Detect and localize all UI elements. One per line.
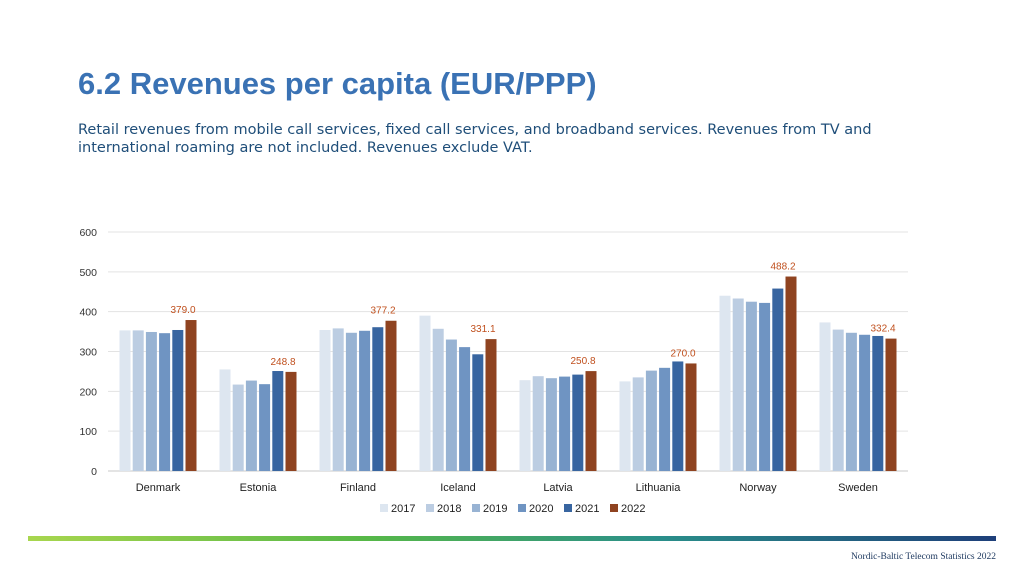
bar xyxy=(459,347,471,471)
bar xyxy=(132,330,144,471)
legend-swatch xyxy=(610,504,618,512)
bar xyxy=(272,371,284,471)
x-tick-label: Sweden xyxy=(838,482,878,494)
bar xyxy=(532,376,544,471)
bar xyxy=(345,332,357,471)
y-tick-label: 500 xyxy=(79,267,97,279)
bar xyxy=(485,339,497,471)
x-tick-label: Finland xyxy=(340,482,376,494)
bar xyxy=(872,335,884,471)
y-tick-label: 200 xyxy=(79,386,97,398)
bar xyxy=(659,367,671,471)
footer-gradient-line xyxy=(28,536,996,541)
x-tick-label: Norway xyxy=(739,482,777,494)
data-label: 331.1 xyxy=(470,324,495,335)
bar xyxy=(119,330,131,471)
bar xyxy=(745,301,757,471)
bar xyxy=(719,295,731,471)
bar xyxy=(245,380,257,471)
bar xyxy=(785,276,797,471)
bar xyxy=(472,354,484,471)
bar xyxy=(172,329,184,471)
page-subtitle: Retail revenues from mobile call service… xyxy=(78,122,872,156)
y-tick-label: 300 xyxy=(79,347,97,359)
data-label: 332.4 xyxy=(870,324,895,335)
bar xyxy=(559,376,571,471)
bar xyxy=(885,338,897,471)
footer-caption: Nordic-Baltic Telecom Statistics 2022 xyxy=(850,552,996,562)
y-tick-label: 0 xyxy=(91,466,97,478)
bar xyxy=(519,380,531,471)
data-label: 248.8 xyxy=(270,357,295,368)
x-tick-label: Denmark xyxy=(136,482,181,494)
bar xyxy=(545,378,557,471)
bar xyxy=(372,327,384,471)
bar xyxy=(672,361,684,471)
legend-label: 2021 xyxy=(575,503,599,515)
y-tick-label: 600 xyxy=(79,227,97,239)
bar xyxy=(732,298,744,471)
bar xyxy=(619,381,631,471)
bar xyxy=(359,330,371,471)
bar xyxy=(859,334,871,471)
bar xyxy=(259,384,271,471)
y-tick-label: 400 xyxy=(79,307,97,319)
legend-label: 2022 xyxy=(621,503,645,515)
bar xyxy=(845,332,857,471)
legend-swatch xyxy=(564,504,572,512)
bar xyxy=(585,371,597,471)
bar xyxy=(759,302,771,471)
legend-label: 2019 xyxy=(483,503,507,515)
legend-swatch xyxy=(518,504,526,512)
y-tick-label: 100 xyxy=(79,426,97,438)
bar xyxy=(185,320,197,471)
data-label: 270.0 xyxy=(670,348,695,359)
legend-swatch xyxy=(426,504,434,512)
bar xyxy=(145,331,157,471)
bar xyxy=(385,320,397,471)
bar xyxy=(645,370,657,471)
bar xyxy=(445,339,457,471)
bar xyxy=(819,322,831,471)
legend-label: 2020 xyxy=(529,503,553,515)
legend-swatch xyxy=(472,504,480,512)
legend-label: 2017 xyxy=(391,503,415,515)
bar xyxy=(159,333,171,471)
legend-label: 2018 xyxy=(437,503,461,515)
bar xyxy=(685,363,697,471)
bar xyxy=(332,328,344,471)
bar xyxy=(832,329,844,471)
x-tick-label: Lithuania xyxy=(636,482,682,494)
bar xyxy=(772,288,784,471)
bar xyxy=(572,374,584,471)
data-label: 377.2 xyxy=(370,306,395,317)
x-tick-label: Latvia xyxy=(543,482,573,494)
data-label: 379.0 xyxy=(170,305,195,316)
data-label: 488.2 xyxy=(770,262,795,273)
page-title: 6.2 Revenues per capita (EUR/PPP) xyxy=(78,66,597,101)
bar xyxy=(219,369,231,471)
bar xyxy=(319,329,331,471)
data-label: 250.8 xyxy=(570,356,595,367)
x-tick-label: Estonia xyxy=(240,482,278,494)
bar xyxy=(632,377,644,471)
revenue-bar-chart: 0 100 200 300 400 500 600 379.0 Denmark 248.8 Esto… xyxy=(79,227,908,515)
legend-swatch xyxy=(380,504,388,512)
bar xyxy=(419,315,431,471)
bar xyxy=(232,384,244,471)
bar xyxy=(432,328,444,471)
bar xyxy=(285,371,297,471)
x-tick-label: Iceland xyxy=(440,482,475,494)
